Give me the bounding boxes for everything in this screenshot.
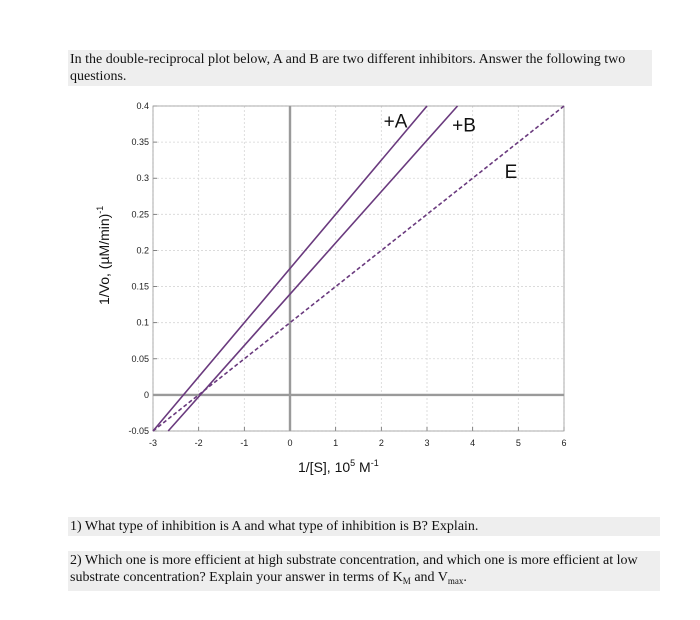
annotation-e: E (505, 162, 518, 183)
x-tick-label: -2 (195, 438, 203, 448)
y-axis-label: 1/Vo, (µM/min)-1 (95, 206, 112, 305)
y-tick-label: 0.15 (131, 282, 149, 292)
question-2-mid: and V (410, 570, 448, 585)
series-annotations: +A +B E (384, 112, 518, 184)
series-line-e (152, 105, 565, 432)
question-2-text: 2) Which one is more efficient at high s… (70, 553, 638, 585)
series-line-plus-b (167, 105, 459, 432)
y-tick-label: 0.35 (131, 137, 149, 147)
x-tick-label: -1 (240, 438, 248, 448)
question-1: 1) What type of inhibition is A and what… (68, 517, 660, 536)
y-tick-label: 0.2 (136, 245, 149, 255)
y-tick-label: 0.05 (131, 354, 149, 364)
double-reciprocal-plot: -3 -2 -1 0 1 2 3 4 5 6 -0.05 0 0.05 0.1 0.15 0.2 0.25 0.3… (95, 101, 567, 475)
intro-text: In the double-reciprocal plot below, A a… (68, 50, 652, 86)
annotation-plus-a: +A (384, 112, 408, 133)
km-subscript: M (402, 576, 411, 586)
x-tick-label: 0 (287, 438, 292, 448)
question-2: 2) Which one is more efficient at high s… (68, 551, 660, 591)
y-tick-label: 0 (144, 390, 149, 400)
vmax-subscript: max (447, 576, 464, 586)
question-1-text: 1) What type of inhibition is A and what… (70, 519, 479, 534)
plot-frame (152, 105, 565, 432)
y-tick-label: 0.1 (136, 318, 149, 328)
x-tick-label: -3 (149, 438, 157, 448)
y-tick-label: 0.25 (131, 209, 149, 219)
x-tick-label: 3 (424, 438, 429, 448)
y-tick-label: -0.05 (128, 426, 149, 436)
question-2-end: . (463, 570, 467, 585)
series-lines (152, 105, 565, 432)
x-tick-label: 4 (470, 438, 475, 448)
x-tick-label: 6 (561, 438, 566, 448)
y-tick-label: 0.3 (136, 173, 149, 183)
tick-labels: -3 -2 -1 0 1 2 3 4 5 6 -0.05 0 0.05 0.1 0.15 0.2 0.25 0.3… (128, 101, 566, 448)
x-tick-label: 5 (516, 438, 521, 448)
x-axis-label: 1/[S], 105 M-1 (298, 458, 379, 475)
x-tick-label: 2 (379, 438, 384, 448)
x-tick-label: 1 (333, 438, 338, 448)
series-line-plus-a (152, 105, 428, 432)
y-tick-label: 0.4 (136, 101, 149, 111)
annotation-plus-b: +B (452, 115, 476, 136)
